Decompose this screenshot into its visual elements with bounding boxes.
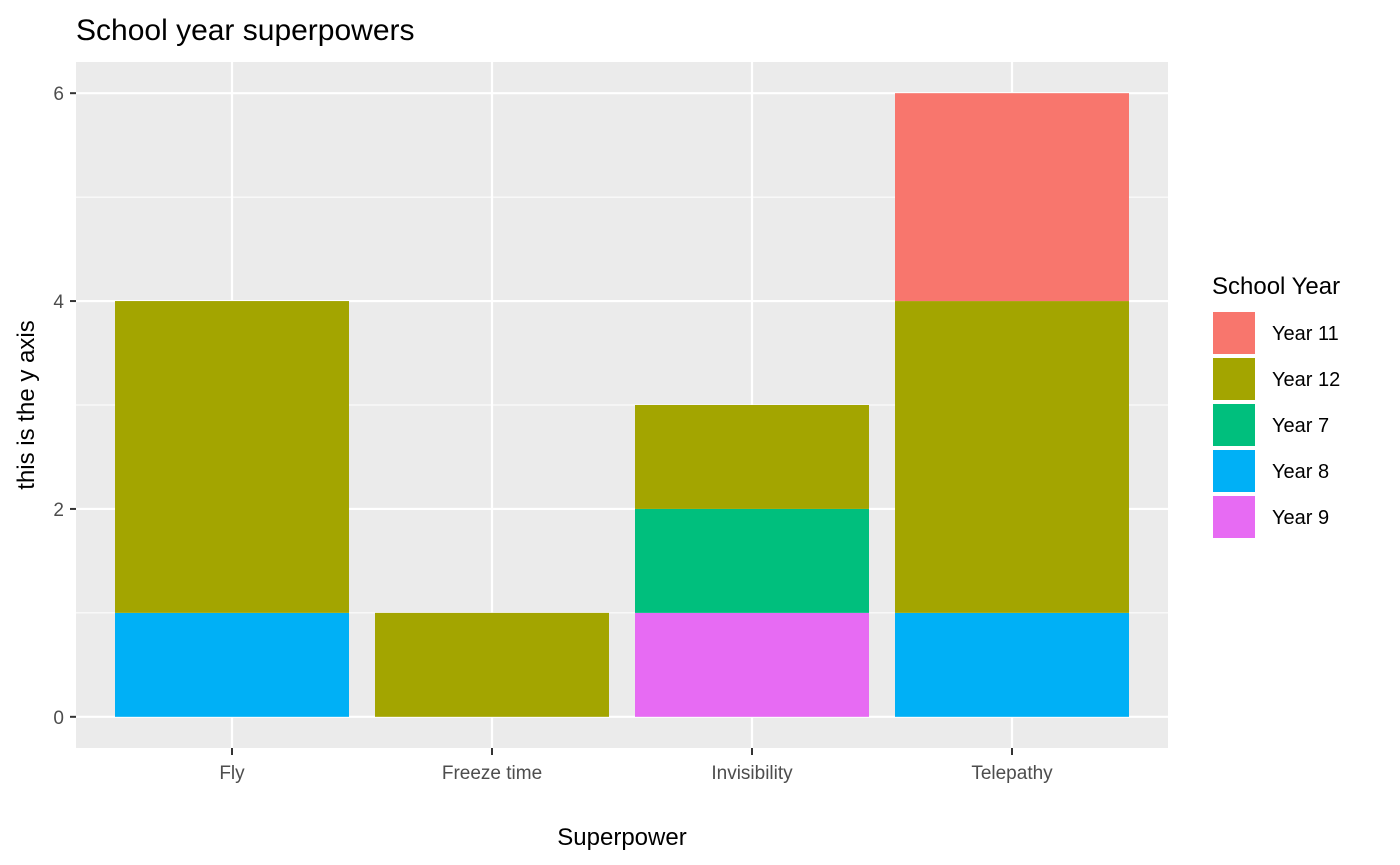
legend-label: Year 7 <box>1272 415 1329 437</box>
bar-segment <box>635 405 869 509</box>
y-axis-title: this is the y axis <box>13 320 40 489</box>
bars <box>115 93 1129 717</box>
legend-swatch <box>1211 356 1257 402</box>
y-tick-label: 2 <box>53 500 64 521</box>
legend-swatch <box>1211 448 1257 494</box>
bar-segment <box>895 301 1129 613</box>
legend-swatch <box>1211 402 1257 448</box>
y-axis: 0 2 4 6 <box>53 84 76 729</box>
bar-segment <box>895 93 1129 302</box>
bar-segment <box>635 508 869 613</box>
y-tick-label: 6 <box>53 84 64 105</box>
y-tick-label: 4 <box>53 292 64 313</box>
y-tick-label: 0 <box>53 708 64 729</box>
legend-label: Year 9 <box>1272 507 1329 529</box>
x-axis: Fly Freeze time Invisibility Telepathy <box>219 748 1053 784</box>
legend-items: Year 11 Year 12 Year 7 Year 8 Year 9 <box>1211 310 1340 540</box>
bar-segment <box>115 612 349 717</box>
x-tick-label: Invisibility <box>711 763 793 784</box>
legend-label: Year 8 <box>1272 461 1329 483</box>
legend-label: Year 11 <box>1272 323 1339 345</box>
bar-segment <box>115 301 349 613</box>
x-tick-label: Freeze time <box>442 763 542 784</box>
bar-segment <box>895 612 1129 717</box>
bar-segment <box>635 612 869 717</box>
x-tick-label: Fly <box>219 763 245 784</box>
bar-segment <box>375 612 609 717</box>
x-axis-title: Superpower <box>557 824 686 851</box>
legend-swatch <box>1211 310 1257 356</box>
x-tick-label: Telepathy <box>971 763 1053 784</box>
legend-title: School Year <box>1212 273 1340 300</box>
legend-label: Year 12 <box>1272 369 1340 391</box>
legend-swatch <box>1211 494 1257 540</box>
chart-title: School year superpowers <box>76 14 415 47</box>
